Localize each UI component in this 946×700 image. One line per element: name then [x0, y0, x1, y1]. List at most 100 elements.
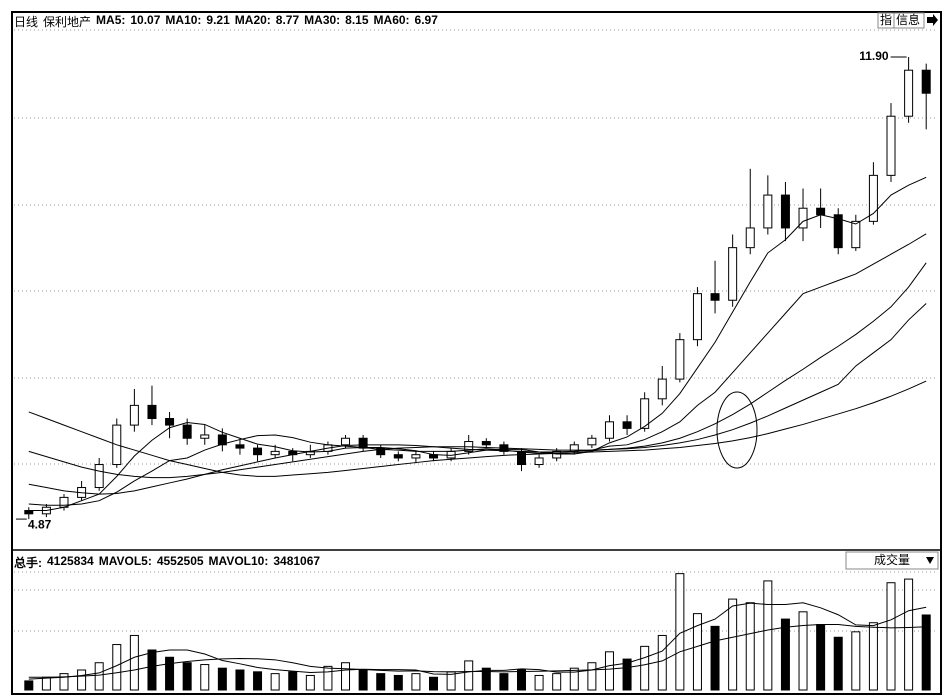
volume-bar [604, 651, 614, 691]
mavol-line [28, 602, 927, 680]
button[interactable] [893, 12, 925, 29]
candle-body [780, 194, 790, 229]
highlight-circle [716, 391, 758, 469]
dropdown[interactable] [845, 551, 939, 570]
candle-body [921, 69, 931, 94]
candle-body [165, 418, 175, 426]
candle-body [604, 421, 614, 439]
volume-bar [129, 634, 139, 691]
volume-bar [323, 665, 333, 691]
candle-body [270, 450, 280, 456]
arrow-icon[interactable] [927, 14, 938, 26]
candle-body [851, 220, 861, 249]
ma-line [28, 262, 927, 495]
candle-body [200, 434, 210, 439]
candle-body [516, 450, 526, 466]
ma-line [28, 176, 927, 512]
volume-bar [376, 673, 386, 691]
volume-bar [481, 667, 491, 691]
candle-body [253, 447, 263, 456]
volume-bar [305, 674, 315, 691]
candle-body [886, 115, 896, 176]
volume-bar [182, 662, 192, 691]
ma-name: MA10: [165, 13, 202, 27]
volume-bar [253, 671, 263, 691]
ma-line [28, 233, 927, 506]
volume-bar [816, 624, 826, 691]
candle-body [640, 398, 650, 429]
candle-body [534, 457, 544, 466]
high-label: 11.90 [859, 49, 889, 63]
ma-value: 8.77 [275, 13, 300, 27]
volume-bar [41, 676, 51, 691]
frame [11, 11, 942, 695]
candle-body [675, 339, 685, 380]
candle-body [763, 194, 773, 229]
mavol-value: 3481067 [273, 554, 321, 568]
volume-bar [763, 580, 773, 691]
volume-bar [868, 622, 878, 691]
volume-bar [640, 645, 650, 691]
ma-value: 10.07 [130, 13, 161, 27]
volume-bar [534, 674, 544, 691]
candle-body [587, 437, 597, 446]
volume-name: 总手: [14, 556, 42, 570]
volume-bar [393, 674, 403, 691]
ma-value: 9.21 [206, 13, 230, 27]
candle-body [376, 447, 386, 456]
mavol-name: MAVOL10: [208, 554, 269, 568]
volume-bar [94, 662, 104, 691]
volume-bar [921, 614, 931, 691]
volume-bar [587, 662, 597, 691]
volume-bar [622, 658, 632, 691]
candle-body [745, 227, 755, 249]
volume-bar [341, 662, 351, 691]
candle-body [904, 69, 914, 117]
price-header: 日线 保利地产 MA5: 10.07 MA10: 9.21 MA20: 8.77 MA30: 8.… [14, 13, 438, 30]
candle-body [798, 207, 808, 229]
stock-name: 保利地产 [43, 15, 92, 29]
volume-bar [516, 669, 526, 691]
volume-bar [358, 669, 368, 691]
volume-bar [200, 664, 210, 691]
mavol-name: MAVOL5: [98, 554, 152, 568]
candle-body [710, 293, 720, 301]
volume-value: 4125834 [47, 554, 94, 568]
volume-bar [77, 669, 87, 691]
button-label[interactable]: 指 [880, 12, 892, 27]
candle-body [411, 454, 421, 459]
candle-body [868, 174, 878, 222]
candle-body [129, 404, 139, 426]
volume-bar [24, 680, 34, 691]
candle-body [552, 450, 562, 459]
candle-body [393, 454, 403, 459]
volume-bar [165, 656, 175, 691]
volume-bar [288, 671, 298, 691]
dropdown-arrow[interactable] [926, 557, 934, 564]
volume-bar [710, 625, 720, 691]
candle-body [622, 421, 632, 429]
ma-line [28, 303, 927, 479]
candle-body [147, 404, 157, 420]
volume-bar [904, 578, 914, 691]
volume-bar [851, 631, 861, 691]
volume-bar [235, 669, 245, 691]
candle-body [728, 247, 738, 301]
volume-bar [147, 649, 157, 691]
volume-bar [59, 673, 69, 691]
volume-bar [886, 582, 896, 691]
candle-body [94, 464, 104, 489]
button-label[interactable]: 信息 [896, 12, 920, 27]
ma-name: MA20: [234, 13, 271, 27]
candle-body [217, 434, 227, 446]
candle-body [481, 441, 491, 446]
candle-body [692, 293, 702, 341]
volume-bar [780, 618, 790, 691]
volume-bar [728, 598, 738, 691]
volume-bar [552, 673, 562, 691]
volume-bar [217, 667, 227, 691]
volume-bar [429, 676, 439, 691]
candle-body [182, 424, 192, 439]
dropdown-label[interactable]: 成交量 [874, 552, 910, 567]
